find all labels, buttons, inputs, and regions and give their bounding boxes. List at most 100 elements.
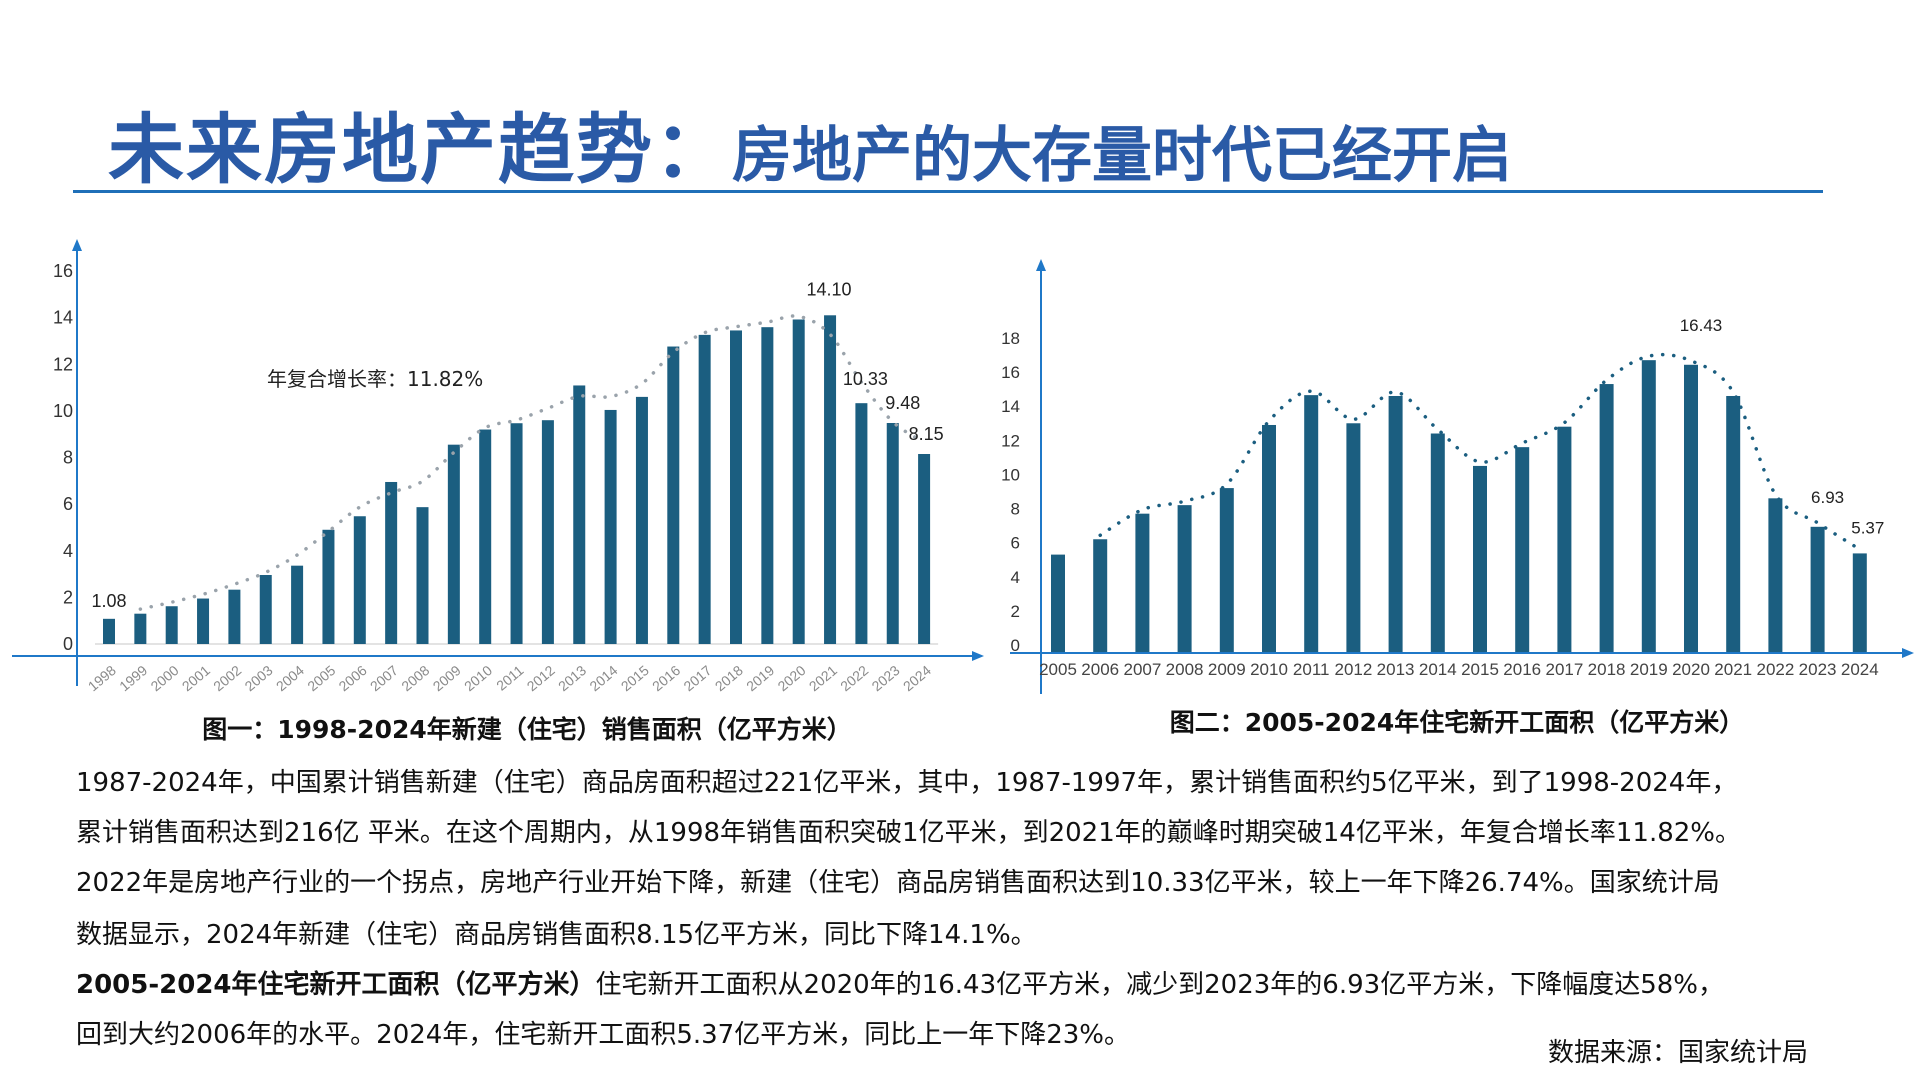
body-bold-lead: 2005-2024年住宅新开工面积（亿平方米） [76, 970, 596, 1000]
bar-2014 [1430, 433, 1445, 652]
bar-1998 [103, 618, 115, 644]
data-label-2023: 9.48 [885, 393, 920, 413]
bar-2022 [855, 403, 868, 644]
y-tick-label: 16 [53, 261, 73, 281]
x-tick-label: 2008 [1166, 660, 1204, 679]
bar-2010 [1262, 424, 1276, 652]
y-tick-label: 6 [1011, 534, 1020, 553]
body-line-3: 2022年是房地产行业的一个拐点，房地产行业开始下降，新建（住宅）商品房销售面积… [76, 868, 1720, 898]
bar-2008 [1177, 505, 1192, 652]
y-tick-label: 4 [63, 541, 73, 561]
bar-2004 [291, 565, 304, 644]
bar-2013 [1388, 395, 1403, 652]
title-sub: 房地产的大存量时代已经开启 [732, 121, 1512, 191]
y-axis-arrow-icon [1036, 259, 1046, 271]
body-line-2: 累计销售面积达到216亿 平米。在这个周期内，从1998年销售面积突破1亿平米，… [76, 818, 1741, 848]
bar-2020 [1684, 364, 1698, 652]
x-tick-label: 2005 [1039, 660, 1077, 679]
x-axis-arrow-icon [1902, 648, 1914, 658]
x-tick-label: 2022 [1756, 660, 1794, 679]
bar-2012 [541, 420, 554, 644]
x-tick-label: 2020 [1672, 660, 1710, 679]
trend-line [138, 314, 926, 611]
bar-2007 [1135, 513, 1150, 652]
body-line-6: 回到大约2006年的水平。2024年，住宅新开工面积5.37亿平方米，同比上一年… [76, 1020, 1131, 1050]
bar-2001 [197, 598, 210, 644]
bar-2015 [635, 396, 648, 644]
x-tick-label: 2019 [1630, 660, 1668, 679]
bar-2022 [1768, 498, 1783, 652]
bar-2020 [792, 319, 805, 644]
bar-2024 [918, 454, 931, 644]
bar-2018 [730, 330, 742, 644]
data-label-2021: 14.10 [807, 279, 852, 299]
x-tick-label: 2012 [1334, 660, 1372, 679]
bar-2000 [165, 606, 178, 644]
y-tick-label: 0 [1011, 636, 1020, 655]
y-tick-label: 10 [1001, 465, 1020, 484]
bar-2006 [353, 516, 366, 644]
bar-2011 [510, 423, 523, 644]
title-main: 未来房地产趋势： [108, 105, 732, 194]
y-tick-label: 0 [63, 634, 73, 654]
y-axis-arrow-icon [72, 239, 82, 251]
x-tick-label: 2023 [1799, 660, 1837, 679]
bar-2014 [604, 409, 617, 644]
x-tick-label: 2017 [1545, 660, 1583, 679]
bar-2007 [385, 481, 398, 644]
y-tick-label: 14 [53, 308, 73, 328]
body-line-5-rest: 住宅新开工面积从2020年的16.43亿平方米，减少到2023年的6.93亿平方… [595, 970, 1724, 1000]
body-line-5: 2005-2024年住宅新开工面积（亿平方米）住宅新开工面积从2020年的16.… [76, 964, 1724, 1001]
y-tick-label: 8 [1011, 500, 1020, 519]
bar-2018 [1599, 384, 1614, 652]
bar-2010 [479, 429, 492, 644]
bar-2017 [698, 334, 711, 644]
data-label-2023: 6.93 [1811, 488, 1844, 507]
x-tick-label: 2014 [1419, 660, 1457, 679]
x-tick-label: 2016 [1503, 660, 1541, 679]
y-tick-label: 18 [1001, 329, 1020, 348]
bar-2009 [447, 444, 460, 644]
x-axis-arrow-icon [972, 651, 984, 661]
bar-2008 [416, 507, 429, 644]
bar-2016 [667, 346, 680, 644]
chart2-caption: 图二：2005-2024年住宅新开工面积（亿平方米） [1169, 708, 1745, 737]
bar-2019 [761, 327, 774, 644]
y-tick-label: 4 [1011, 568, 1020, 587]
y-tick-label: 12 [53, 354, 73, 374]
bar-2011 [1304, 395, 1319, 652]
title-divider [73, 190, 1823, 193]
data-label-2024: 8.15 [909, 424, 944, 444]
x-tick-label: 2006 [1081, 660, 1119, 679]
y-tick-label: 8 [63, 448, 73, 468]
bar-2006 [1093, 539, 1108, 652]
bar-2012 [1346, 423, 1361, 652]
data-source: 数据来源：国家统计局 [1548, 1038, 1809, 1068]
y-tick-label: 2 [63, 587, 73, 607]
x-tick-label: 2009 [1208, 660, 1246, 679]
bar-2021 [1726, 395, 1741, 652]
x-tick-label: 2024 [1841, 660, 1879, 679]
x-tick-label: 2011 [1293, 660, 1330, 679]
bar-2009 [1219, 488, 1234, 652]
bar-1999 [134, 613, 147, 644]
y-tick-label: 6 [63, 494, 73, 514]
bar-2003 [259, 574, 272, 644]
y-tick-label: 12 [1001, 431, 1020, 450]
bar-2017 [1557, 426, 1572, 652]
bar-2023 [886, 422, 899, 644]
x-tick-label: 2010 [1250, 660, 1288, 679]
chart1-caption: 图一：1998-2024年新建（住宅）销售面积（亿平方米） [202, 715, 852, 744]
x-tick-label: 2013 [1377, 660, 1415, 679]
data-label-1998: 1.08 [91, 591, 126, 611]
x-tick-label: 2007 [1123, 660, 1161, 679]
bar-2016 [1515, 447, 1530, 652]
data-label-2022: 10.33 [843, 369, 888, 389]
bar-2023 [1810, 526, 1825, 652]
x-tick-label: 2021 [1714, 660, 1752, 679]
x-tick-label: 2018 [1588, 660, 1626, 679]
page-title: 未来房地产趋势：房地产的大存量时代已经开启 [108, 88, 1512, 198]
y-tick-label: 16 [1001, 363, 1020, 382]
bar-2005 [1051, 554, 1065, 652]
